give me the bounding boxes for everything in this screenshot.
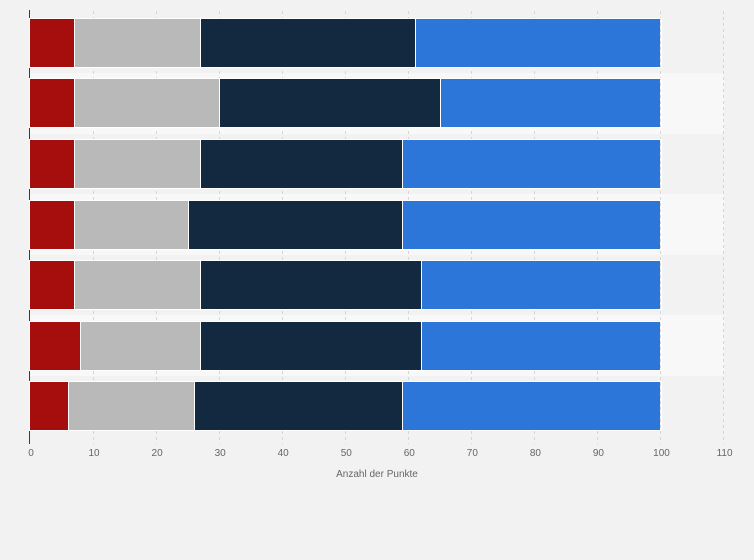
bar-row-4 xyxy=(29,199,662,250)
bar-segment-dark-red-segment[interactable] xyxy=(30,321,81,370)
bar-segment-dark-navy-segment[interactable] xyxy=(200,140,402,189)
bar-row-3 xyxy=(29,139,662,190)
bar-row-5 xyxy=(29,260,662,311)
bar-segment-blue-segment[interactable] xyxy=(420,261,661,310)
bar-segment-blue-segment[interactable] xyxy=(401,200,661,249)
bar-segment-gray-segment[interactable] xyxy=(74,140,201,189)
bar-segment-dark-navy-segment[interactable] xyxy=(200,321,421,370)
x-tick-label: 10 xyxy=(88,448,100,459)
bar-segment-dark-navy-segment[interactable] xyxy=(219,79,440,128)
x-tick-label: 60 xyxy=(403,448,415,459)
x-tick-label: 70 xyxy=(466,448,478,459)
x-tick-label: 100 xyxy=(653,448,670,459)
bar-segment-blue-segment[interactable] xyxy=(439,79,661,128)
bar-segment-dark-red-segment[interactable] xyxy=(30,79,75,128)
bar-row-7 xyxy=(29,381,662,432)
bar-segment-blue-segment[interactable] xyxy=(401,382,661,431)
bar-segment-blue-segment[interactable] xyxy=(414,18,661,67)
bar-segment-blue-segment[interactable] xyxy=(420,321,661,370)
x-tick-label: 40 xyxy=(277,448,289,459)
bar-segment-dark-navy-segment[interactable] xyxy=(193,382,402,431)
bar-segment-gray-segment[interactable] xyxy=(74,261,201,310)
bar-segment-dark-red-segment[interactable] xyxy=(30,200,75,249)
bar-row-2 xyxy=(29,78,662,129)
x-tick-label: 0 xyxy=(28,448,34,459)
gridline xyxy=(660,11,661,444)
bar-segment-dark-red-segment[interactable] xyxy=(30,18,75,67)
x-tick-label: 80 xyxy=(529,448,541,459)
x-tick-label: 30 xyxy=(214,448,226,459)
x-tick-label: 20 xyxy=(151,448,163,459)
bar-segment-dark-navy-segment[interactable] xyxy=(200,261,421,310)
x-axis-title: Anzahl der Punkte xyxy=(336,469,418,480)
bar-segment-dark-red-segment[interactable] xyxy=(30,140,75,189)
bar-segment-gray-segment[interactable] xyxy=(74,79,220,128)
bar-row-1 xyxy=(29,17,662,68)
bar-segment-gray-segment[interactable] xyxy=(74,200,188,249)
x-tick-label: 90 xyxy=(592,448,604,459)
bar-segment-dark-navy-segment[interactable] xyxy=(200,18,415,67)
x-tick-label: 110 xyxy=(716,448,733,459)
bar-segment-gray-segment[interactable] xyxy=(80,321,201,370)
bar-segment-dark-navy-segment[interactable] xyxy=(187,200,402,249)
bar-segment-dark-red-segment[interactable] xyxy=(30,382,68,431)
bar-segment-gray-segment[interactable] xyxy=(67,382,194,431)
bar-segment-gray-segment[interactable] xyxy=(74,18,201,67)
bar-row-6 xyxy=(29,320,662,371)
x-tick-label: 50 xyxy=(340,448,352,459)
bar-segment-dark-red-segment[interactable] xyxy=(30,261,75,310)
bar-segment-blue-segment[interactable] xyxy=(401,140,661,189)
gridline xyxy=(723,11,725,444)
